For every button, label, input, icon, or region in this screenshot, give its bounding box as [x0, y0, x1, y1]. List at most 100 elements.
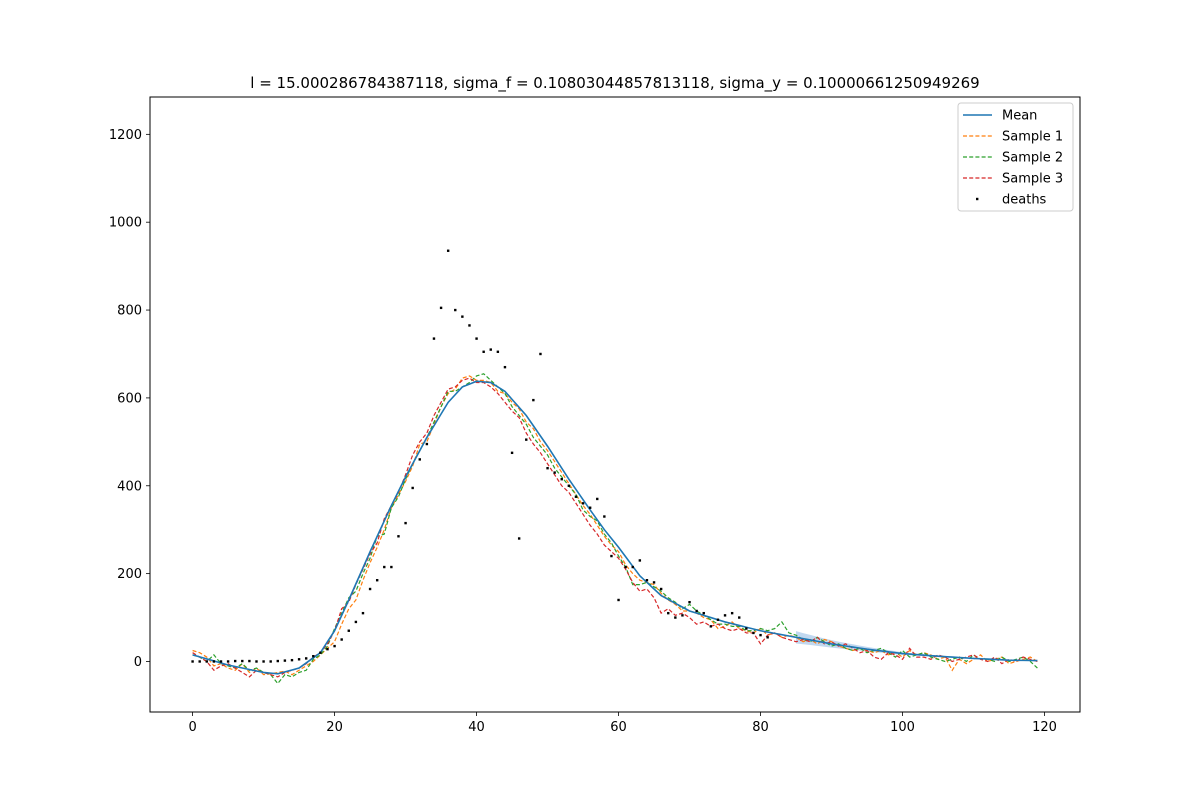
death-point — [383, 565, 386, 569]
death-point — [674, 616, 677, 619]
death-point — [241, 659, 244, 663]
death-point — [191, 660, 194, 663]
death-point — [439, 306, 443, 310]
y-tick-label: 0 — [134, 655, 142, 670]
x-tick-label: 0 — [188, 720, 196, 735]
death-point — [603, 515, 606, 518]
death-point — [390, 565, 393, 569]
death-point — [752, 631, 755, 635]
death-point — [645, 579, 649, 582]
death-point — [404, 521, 407, 525]
death-point — [539, 352, 542, 356]
death-point — [730, 611, 734, 615]
death-point — [567, 484, 571, 487]
death-point — [688, 600, 691, 604]
death-point — [659, 587, 663, 591]
y-tick-label: 1000 — [109, 216, 142, 231]
legend-deaths-swatch — [976, 197, 979, 201]
series-layer — [191, 249, 1038, 685]
death-point — [723, 614, 727, 617]
death-point — [510, 451, 514, 455]
death-point — [276, 659, 279, 663]
death-point — [624, 565, 627, 569]
death-point — [226, 660, 230, 663]
x-tick-label: 120 — [1032, 720, 1057, 735]
plot-area — [191, 249, 1038, 685]
death-point — [375, 579, 379, 582]
legend-mean-label: Mean — [1002, 109, 1037, 124]
y-tick-label: 200 — [117, 567, 142, 582]
chart-title: l = 15.000286784387118, sigma_f = 0.1080… — [250, 74, 979, 93]
death-point — [432, 337, 436, 340]
death-point — [354, 620, 358, 624]
sample-1-line — [192, 375, 1038, 676]
death-point — [255, 660, 258, 663]
death-point — [326, 647, 329, 651]
death-point — [610, 554, 613, 558]
death-point — [304, 657, 308, 660]
y-tick-label: 600 — [117, 391, 142, 406]
death-point — [262, 660, 265, 663]
death-point — [425, 442, 429, 446]
death-point — [667, 611, 670, 615]
x-tick-label: 100 — [890, 720, 915, 735]
death-point — [475, 337, 478, 340]
death-point — [581, 502, 585, 505]
death-point — [525, 438, 528, 441]
axes-frame — [149, 96, 1081, 713]
death-point — [368, 587, 372, 591]
death-point — [397, 535, 400, 538]
y-tick-label: 1200 — [109, 128, 142, 143]
death-point — [361, 611, 365, 615]
death-point — [233, 659, 237, 663]
death-point — [532, 398, 535, 402]
legend-sample-3-label: Sample 3 — [1002, 172, 1063, 187]
x-tick-label: 80 — [752, 720, 769, 735]
death-point — [588, 506, 592, 509]
death-point — [617, 598, 620, 602]
death-point — [454, 308, 457, 312]
death-point — [312, 655, 315, 658]
death-point — [269, 660, 272, 663]
death-point — [553, 471, 556, 474]
death-point — [560, 477, 563, 481]
death-point — [496, 350, 500, 353]
death-point — [446, 249, 450, 252]
death-point — [411, 486, 414, 490]
death-point — [418, 458, 421, 461]
death-point — [759, 633, 762, 637]
death-point — [219, 660, 223, 663]
death-point — [517, 537, 521, 540]
death-point — [738, 616, 741, 619]
death-point — [468, 324, 471, 327]
death-point — [716, 618, 720, 621]
death-point — [198, 660, 201, 663]
y-tick-label: 800 — [117, 304, 142, 319]
death-point — [631, 565, 634, 569]
legend-box — [957, 102, 1074, 212]
death-point — [297, 658, 301, 661]
death-point — [205, 660, 208, 663]
legend: Mean Sample 1 Sample 2 Sample 3 deaths — [957, 102, 1074, 212]
y-tick-label: 400 — [117, 479, 142, 494]
death-point — [574, 495, 578, 498]
death-point — [638, 559, 642, 562]
death-point — [461, 315, 464, 318]
death-point — [333, 644, 336, 648]
x-tick-label: 20 — [326, 720, 343, 735]
mean-line — [192, 380, 1038, 675]
death-point — [319, 651, 322, 654]
death-point — [702, 611, 705, 615]
death-point — [290, 658, 294, 662]
death-point — [283, 659, 287, 662]
legend-sample-1-label: Sample 1 — [1002, 130, 1063, 145]
death-point — [347, 629, 350, 632]
death-point — [340, 638, 343, 641]
death-point — [503, 365, 507, 369]
death-point — [695, 609, 698, 613]
x-tick-label: 40 — [468, 720, 485, 735]
death-point — [596, 497, 599, 501]
